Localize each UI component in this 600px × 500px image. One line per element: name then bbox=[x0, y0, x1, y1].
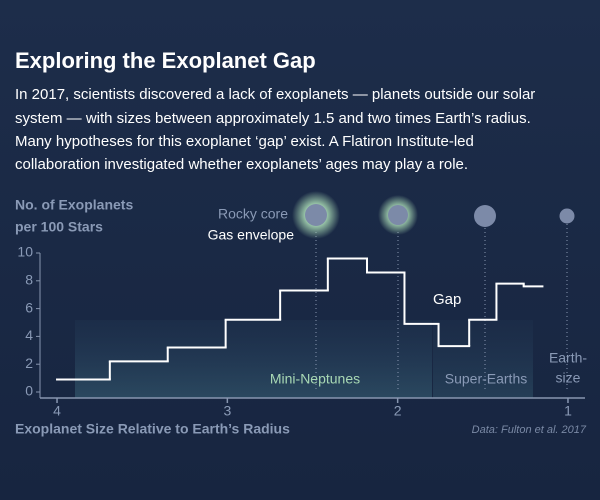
subtitle-line: In 2017, scientists discovered a lack of… bbox=[15, 86, 535, 103]
y-tick-label: 10 bbox=[17, 244, 33, 260]
guide-lines bbox=[315, 224, 568, 392]
planet bbox=[388, 205, 408, 225]
planet bbox=[305, 204, 327, 226]
x-tick-label: 1 bbox=[564, 403, 572, 419]
annotation: Rocky core bbox=[218, 206, 288, 222]
subtitle-line: Many hypotheses for this exoplanet ‘gap’… bbox=[15, 133, 474, 150]
annotation: Mini-Neptunes bbox=[270, 371, 360, 387]
annotation: size bbox=[556, 370, 581, 386]
subtitle-line: system — with sizes between approximatel… bbox=[15, 110, 531, 127]
source: Data: Fulton et al. 2017 bbox=[472, 424, 587, 436]
y-axis-label: No. of Exoplanets per 100 Stars bbox=[15, 197, 133, 235]
mini-neptune-band bbox=[75, 320, 432, 398]
annotation: Gas envelope bbox=[208, 227, 295, 243]
x-tick-label: 4 bbox=[53, 403, 61, 419]
annotation: Earth- bbox=[549, 350, 587, 366]
y-tick-label: 0 bbox=[25, 383, 33, 399]
annotation: Super-Earths bbox=[445, 371, 527, 387]
subtitle-line: collaboration investigated whether exopl… bbox=[15, 156, 468, 173]
y-tick-label: 8 bbox=[25, 272, 33, 288]
title: Exploring the Exoplanet Gap bbox=[15, 48, 316, 73]
super-earth-band bbox=[433, 320, 533, 398]
subtitle: In 2017, scientists discovered a lack of… bbox=[15, 86, 535, 173]
y-label-line: No. of Exoplanets bbox=[15, 197, 133, 213]
y-tick-label: 4 bbox=[25, 327, 33, 343]
y-tick-label: 2 bbox=[25, 355, 33, 371]
planet bbox=[559, 208, 575, 224]
x-tick-label: 3 bbox=[223, 403, 231, 419]
x-axis-label: Exoplanet Size Relative to Earth’s Radiu… bbox=[15, 421, 290, 437]
planet bbox=[474, 205, 496, 227]
y-label-line: per 100 Stars bbox=[15, 219, 103, 235]
y-tick-label: 6 bbox=[25, 299, 33, 315]
annotation: Gap bbox=[433, 291, 461, 308]
x-tick-label: 2 bbox=[394, 403, 402, 419]
